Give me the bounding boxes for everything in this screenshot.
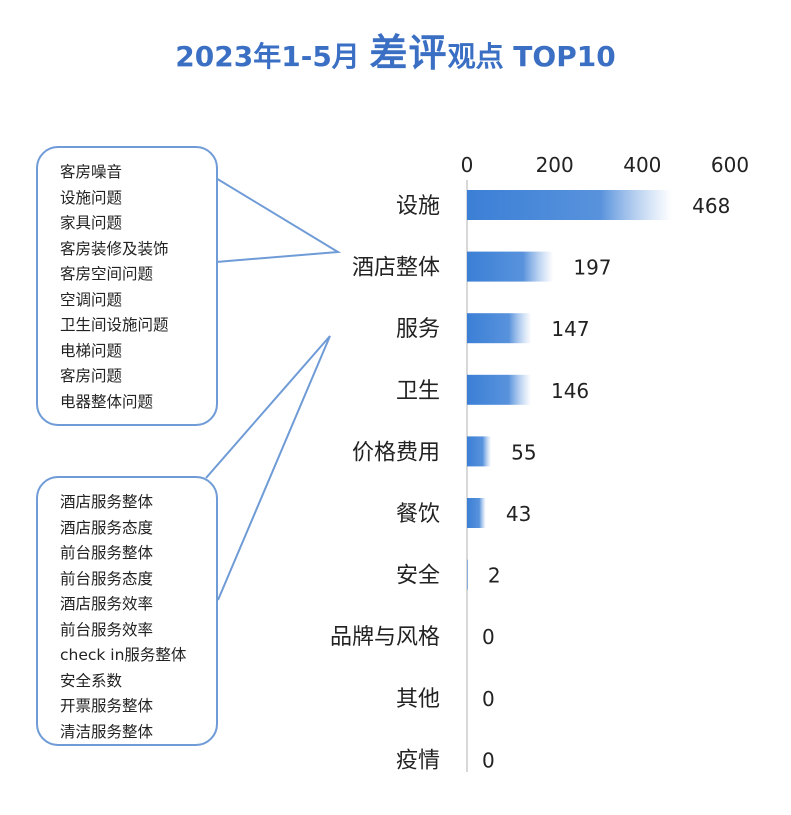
top-item: 客房问题 [60, 367, 123, 385]
x-tick-label: 0 [461, 153, 474, 177]
bar [467, 498, 486, 528]
top-item: 电器整体问题 [60, 392, 154, 411]
top-item: 客房噪音 [60, 163, 123, 181]
page-title: 2023年1-5月 差评观点 TOP10 [0, 22, 791, 77]
top-item: 设施问题 [60, 188, 123, 207]
bar [467, 436, 492, 467]
category-label: 其他 [396, 687, 440, 712]
bottom-item: check in服务整体 [60, 646, 187, 664]
top-item: 客房装修及装饰 [60, 239, 169, 258]
value-label: 0 [482, 625, 495, 649]
category-label: 服务 [396, 317, 440, 342]
category-label: 品牌与风格 [330, 625, 440, 650]
callout-bubble-service: 酒店服务整体 酒店服务态度 前台服务整体 前台服务态度 酒店服务效率 前台服务效率 chec… [36, 476, 218, 746]
bottom-item: 酒店服务态度 [60, 518, 154, 537]
bar [467, 559, 468, 590]
bottom-item: 开票服务整体 [60, 697, 154, 715]
x-tick-label: 600 [711, 153, 749, 177]
top-item: 空调问题 [60, 290, 123, 309]
value-label: 43 [506, 502, 531, 526]
category-label: 安全 [396, 564, 440, 589]
value-label: 468 [692, 194, 730, 218]
callout-pointer-top [195, 165, 342, 263]
category-label: 疫情 [396, 748, 440, 773]
callout-bubble-facilities: 客房噪音设施问题家具问题客房装修及装饰 客房空间问题 空调问题卫生间设施问题 电梯问题… [36, 146, 218, 426]
x-tick-label: 400 [623, 153, 661, 177]
title-part2: 差评 [369, 31, 448, 75]
top-item: 客房空间问题 [60, 265, 154, 283]
top-item: 电梯问题 [60, 341, 123, 360]
bar [467, 313, 532, 344]
bottom-item: 安全系数 [60, 671, 123, 690]
x-axis-ticks: 0 200 400 600 [461, 153, 749, 177]
category-label: 酒店整体 [352, 256, 440, 281]
value-label: 147 [551, 317, 589, 341]
title-part3: 观点 TOP10 [447, 40, 616, 73]
bottom-item: 前台服务态度 [60, 569, 154, 588]
title-part1: 2023年1-5月 [175, 40, 370, 73]
value-label: 197 [573, 256, 611, 280]
top-item: 卫生间设施问题 [60, 316, 169, 334]
top-item: 家具问题 [60, 214, 123, 232]
value-label: 55 [511, 440, 536, 464]
category-label: 卫生 [396, 379, 440, 404]
value-label: 0 [482, 748, 495, 772]
bottom-item: 酒店服务整体 [60, 493, 154, 511]
bottom-item: 前台服务效率 [60, 620, 154, 639]
bottom-item: 清洁服务整体 [60, 722, 154, 741]
category-label: 设施 [396, 194, 440, 219]
x-tick-label: 200 [536, 153, 574, 177]
bars-group: 设施 468 酒店整体 197 服务 147 卫生 146 价格费用 55 餐饮 43 安全 2 品牌与风格… [330, 190, 730, 773]
category-label: 餐饮 [396, 502, 440, 527]
value-label: 146 [551, 379, 589, 403]
bar [467, 190, 673, 220]
bottom-item: 前台服务整体 [60, 544, 154, 562]
value-label: 2 [488, 564, 501, 588]
callout-pointer-bottom [205, 335, 331, 601]
bar [467, 251, 554, 282]
bottom-item: 酒店服务效率 [60, 595, 154, 613]
value-label: 0 [482, 687, 495, 711]
bar [467, 374, 531, 405]
category-label: 价格费用 [352, 440, 440, 465]
